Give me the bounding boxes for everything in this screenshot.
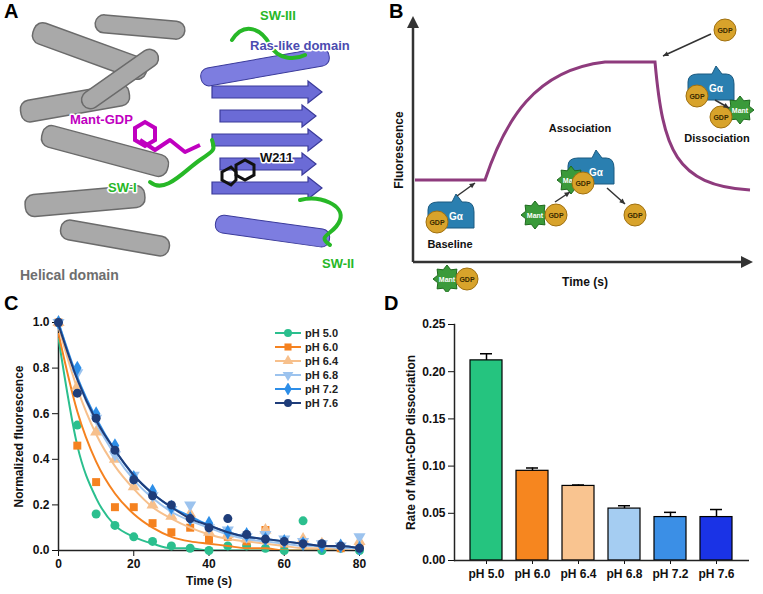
svg-text:0: 0: [55, 557, 62, 571]
svg-text:0.25: 0.25: [422, 317, 446, 331]
svg-text:GDP: GDP: [459, 276, 475, 283]
svg-text:Mant-GDP: Mant-GDP: [70, 112, 133, 127]
html-text:pH 6.8: pH 6.8: [305, 369, 338, 381]
svg-text:SW-I: SW-I: [108, 180, 137, 195]
svg-text:Gα: Gα: [589, 167, 603, 178]
svg-text:pH 7.2: pH 7.2: [652, 567, 688, 581]
svg-text:0.20: 0.20: [422, 365, 446, 379]
svg-text:Gα: Gα: [709, 83, 724, 94]
svg-text:pH 6.0: pH 6.0: [514, 567, 550, 581]
svg-text:GDP: GDP: [717, 27, 733, 34]
svg-text:Baseline: Baseline: [427, 238, 472, 250]
svg-text:GDP: GDP: [575, 180, 591, 187]
svg-text:GDP: GDP: [627, 212, 643, 219]
svg-text:0.05: 0.05: [422, 506, 446, 520]
svg-text:40: 40: [202, 557, 216, 571]
html-text:pH 7.6: pH 7.6: [305, 397, 338, 409]
svg-text:Mant: Mant: [562, 176, 580, 184]
svg-text:20: 20: [127, 557, 141, 571]
svg-text:Mant: Mant: [527, 212, 544, 219]
svg-text:Gα: Gα: [449, 211, 464, 222]
svg-text:Normalized fluorescence: Normalized fluorescence: [12, 365, 26, 507]
svg-text:Fluorescence: Fluorescence: [392, 111, 406, 189]
svg-text:Time (s): Time (s): [562, 275, 608, 289]
html-text:A: A: [4, 0, 19, 22]
svg-text:0.6: 0.6: [33, 407, 50, 421]
html-text:pH 7.2: pH 7.2: [305, 383, 338, 395]
svg-text:0.15: 0.15: [422, 412, 446, 426]
svg-text:GDP: GDP: [713, 114, 729, 121]
svg-text:SW-II: SW-II: [322, 256, 354, 271]
svg-text:0.4: 0.4: [33, 452, 50, 466]
svg-text:Mant: Mant: [439, 276, 456, 283]
svg-text:Dissociation: Dissociation: [684, 132, 750, 144]
svg-text:GDP: GDP: [548, 212, 564, 219]
svg-text:GDP: GDP: [429, 219, 445, 226]
html-text:pH 6.0: pH 6.0: [305, 341, 338, 353]
svg-text:pH 5.0: pH 5.0: [468, 567, 504, 581]
svg-text:Time (s): Time (s): [186, 574, 232, 588]
svg-text:80: 80: [353, 557, 367, 571]
svg-text:pH 6.8: pH 6.8: [606, 567, 642, 581]
svg-text:0.00: 0.00: [422, 553, 446, 567]
svg-text:pH 7.6: pH 7.6: [698, 567, 734, 581]
svg-text:W211: W211: [260, 150, 293, 165]
svg-text:0.8: 0.8: [33, 361, 50, 375]
svg-text:0.0: 0.0: [33, 543, 50, 557]
svg-text:Mant: Mant: [732, 107, 749, 114]
svg-text:0.2: 0.2: [33, 498, 50, 512]
svg-text:SW-III: SW-III: [260, 8, 296, 23]
html-text:D: D: [384, 292, 399, 314]
svg-text:Rate of Mant-GDP dissociation: Rate of Mant-GDP dissociation: [404, 355, 418, 530]
html-text:C: C: [4, 292, 19, 314]
svg-text:60: 60: [278, 557, 292, 571]
html-text:pH 5.0: pH 5.0: [305, 327, 338, 339]
html-text:B: B: [389, 0, 404, 22]
svg-text:1.0: 1.0: [33, 315, 50, 329]
svg-text:pH 6.4: pH 6.4: [560, 567, 596, 581]
svg-text:GDP: GDP: [689, 93, 705, 100]
html-text:pH 6.4: pH 6.4: [305, 355, 338, 367]
svg-text:0.10: 0.10: [422, 459, 446, 473]
svg-text:Helical domain: Helical domain: [20, 267, 119, 283]
svg-text:Association: Association: [549, 122, 612, 134]
svg-text:Ras-like domain: Ras-like domain: [250, 38, 350, 53]
